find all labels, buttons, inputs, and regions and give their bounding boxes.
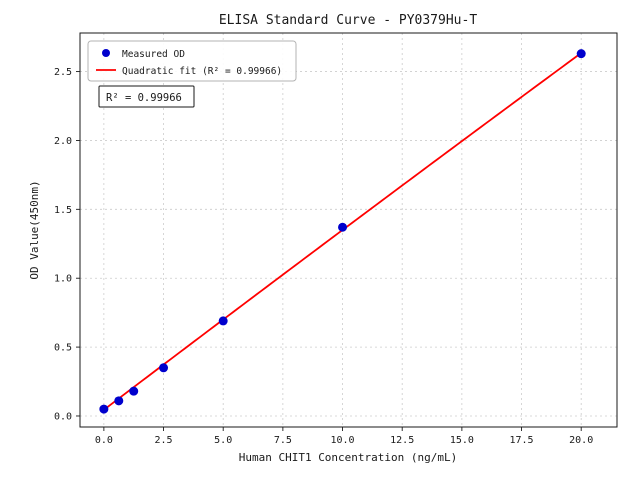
annotation-box	[98, 85, 195, 108]
x-tick-label: 2.5	[155, 435, 173, 446]
r-squared-annotation: R² = 0.99966	[98, 85, 195, 108]
data-point	[218, 316, 228, 326]
x-axis-label: Human CHIT1 Concentration (ng/mL)	[239, 451, 458, 464]
plot-border	[79, 32, 618, 428]
y-tick-label: 1.0	[54, 274, 72, 285]
legend-box	[87, 40, 297, 82]
data-point	[338, 222, 348, 232]
chart-title: ELISA Standard Curve - PY0379Hu-T	[219, 13, 477, 28]
data-series	[99, 49, 586, 414]
data-point	[129, 386, 139, 396]
y-axis-ticks: 0.0 0.5 1.0 1.5 2.0 2.5	[54, 67, 80, 422]
data-point	[159, 363, 169, 373]
x-tick-label: 5.0	[214, 435, 232, 446]
y-axis-label: OD Value(450nm)	[28, 180, 41, 279]
x-tick-label: 7.5	[274, 435, 292, 446]
x-tick-label: 0.0	[95, 435, 113, 446]
y-tick-label: 2.0	[54, 136, 72, 147]
x-tick-label: 20.0	[569, 435, 593, 446]
annotation-text: R² = 0.99966	[106, 92, 182, 104]
data-point	[114, 396, 124, 406]
legend-label-measured-od: Measured OD	[122, 49, 185, 60]
x-tick-label: 17.5	[509, 435, 533, 446]
x-tick-label: 15.0	[450, 435, 474, 446]
y-tick-label: 2.5	[54, 67, 72, 78]
data-point	[99, 404, 109, 414]
legend: Measured OD Quadratic fit (R² = 0.99966)	[87, 40, 297, 82]
legend-label-quadratic-fit: Quadratic fit (R² = 0.99966)	[122, 66, 282, 77]
x-tick-label: 10.0	[330, 435, 354, 446]
data-point	[576, 49, 586, 59]
x-axis-ticks: 0.0 2.5 5.0 7.5 10.0 12.5 15.0 17.5 20.0	[95, 427, 593, 446]
x-tick-label: 12.5	[390, 435, 414, 446]
y-tick-label: 0.5	[54, 343, 72, 354]
legend-marker-dot	[102, 49, 110, 57]
y-tick-label: 1.5	[54, 205, 72, 216]
y-tick-label: 0.0	[54, 411, 72, 422]
